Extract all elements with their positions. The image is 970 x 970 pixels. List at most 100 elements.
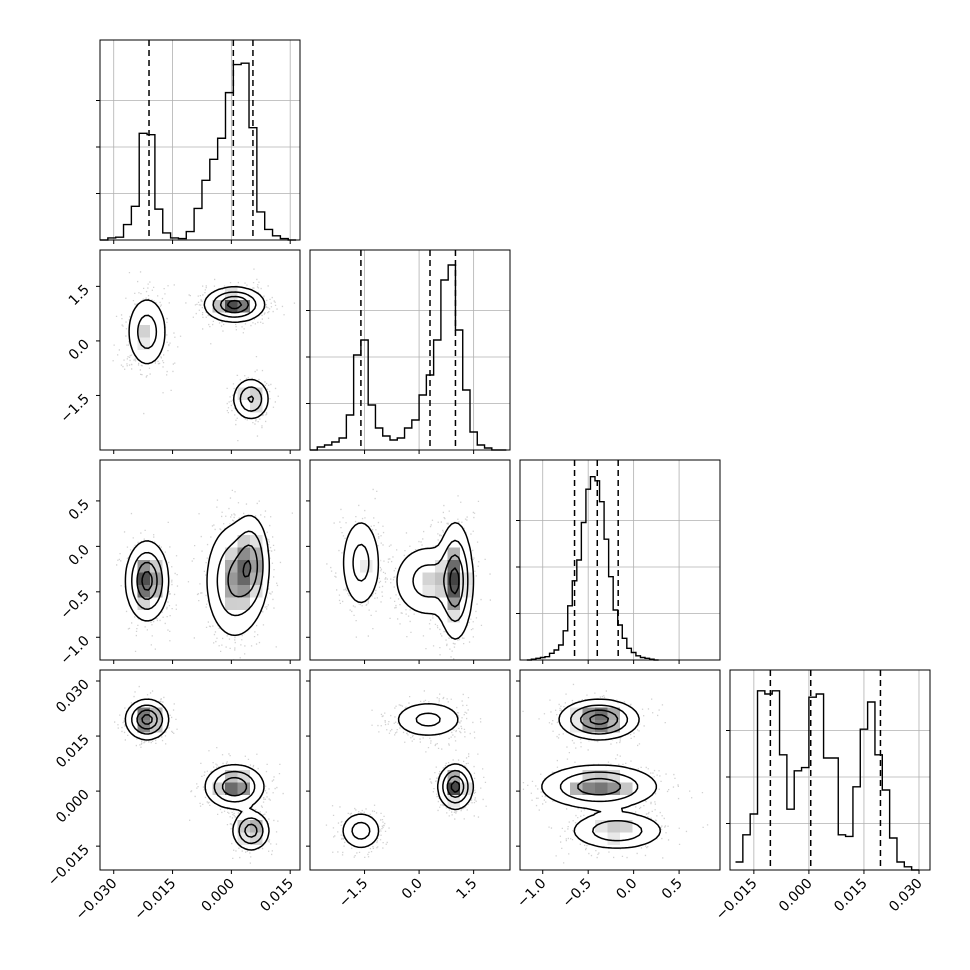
density-cell <box>435 572 448 585</box>
x-tick-label: −1.5 <box>336 876 371 911</box>
density-cell <box>225 547 238 560</box>
y-tick-label: 1.5 <box>66 282 93 309</box>
contour-level-0 <box>128 285 269 420</box>
density-cell <box>237 535 250 548</box>
y-tick-label: 0.0 <box>66 542 93 569</box>
panel-frame <box>99 669 301 871</box>
joint-content <box>116 489 293 660</box>
hist-panel-3 <box>726 669 931 874</box>
density-cell <box>137 325 150 338</box>
x-tick-label: 0.5 <box>659 876 686 903</box>
histogram-2 <box>526 475 659 661</box>
hist-bg <box>100 40 300 240</box>
x-tick-label: 0.0 <box>613 876 640 903</box>
joint-content <box>522 683 709 864</box>
y-tick-label: 0.030 <box>53 677 93 717</box>
contour-level-1 <box>131 530 264 617</box>
contour-level-1 <box>136 291 263 412</box>
joint-panel-1-0 <box>96 249 301 454</box>
x-tick-label: 1.5 <box>453 876 480 903</box>
density-cell <box>237 597 250 610</box>
x-tick-label: −0.015 <box>713 876 761 924</box>
density-cell <box>150 720 163 733</box>
density-cell <box>570 707 583 720</box>
density-cell <box>607 832 620 845</box>
density-cell <box>250 560 263 573</box>
contour-level-3 <box>589 714 610 725</box>
x-tick-label: 0.000 <box>776 876 816 916</box>
density-cell <box>570 782 583 795</box>
contour-level-1 <box>351 712 469 840</box>
density-cell <box>137 572 150 585</box>
contour-level-2 <box>443 554 464 608</box>
panel-frame <box>519 669 721 871</box>
density-cell <box>460 572 473 585</box>
contour-level-2 <box>446 775 465 798</box>
density-cell <box>360 560 373 573</box>
x-tick-label: −0.030 <box>73 876 121 924</box>
joint-bg <box>310 670 510 870</box>
x-tick-label: 0.000 <box>199 876 239 916</box>
joint-content <box>326 488 491 660</box>
contour-level-0 <box>541 698 662 849</box>
y-tick-label: −0.5 <box>57 587 92 622</box>
density-cell <box>582 782 595 795</box>
panel-frame <box>99 249 301 451</box>
density-cell <box>237 820 250 833</box>
density-cell <box>607 820 620 833</box>
contour-level-0 <box>342 521 475 640</box>
y-tick-label: −1.0 <box>57 633 92 668</box>
x-tick-label: 0.015 <box>831 876 871 916</box>
panel-frame <box>729 669 931 871</box>
contour-level-2 <box>136 544 259 601</box>
density-cell <box>137 337 150 350</box>
panel-frame <box>99 459 301 661</box>
contour-level-1 <box>352 539 469 623</box>
density-cell <box>620 782 633 795</box>
y-tick-label: 0.015 <box>53 732 93 772</box>
hist-bg <box>730 670 930 870</box>
joint-panel-2-1 <box>306 459 511 664</box>
y-tick-label: −1.5 <box>57 391 92 426</box>
histogram-0 <box>100 62 297 241</box>
density-cell <box>422 585 435 598</box>
density-fill <box>343 523 474 641</box>
panel-frame <box>309 459 511 661</box>
panel-frame <box>309 669 511 871</box>
hist-panel-2 <box>516 459 721 664</box>
x-tick-label: −0.5 <box>560 876 595 911</box>
density-cell <box>422 572 435 585</box>
x-tick-label: 0.030 <box>886 876 926 916</box>
contour-level-0 <box>124 698 270 851</box>
contour-level-3 <box>141 714 153 725</box>
x-tick-label: 0.0 <box>399 876 426 903</box>
y-tick-label: 0.5 <box>66 496 93 523</box>
joint-panel-2-0 <box>96 459 301 664</box>
x-tick-label: −1.0 <box>514 876 549 911</box>
contour-level-1 <box>131 704 264 845</box>
contour-level-3 <box>450 780 461 793</box>
density-cell <box>595 782 608 795</box>
density-cell <box>447 597 460 610</box>
density-cell <box>620 820 633 833</box>
density-fill <box>130 286 268 421</box>
contour-level-0 <box>124 514 271 637</box>
contour-level-3 <box>141 559 252 591</box>
joint-content <box>325 690 487 858</box>
contour-level-1 <box>559 704 643 842</box>
y-tick-label: 0.0 <box>66 336 93 363</box>
histogram-1 <box>310 264 507 451</box>
y-tick-label: −0.015 <box>45 842 93 890</box>
panel-frame <box>309 249 511 451</box>
contour-level-2 <box>577 709 621 796</box>
contour-level-3 <box>449 567 460 595</box>
x-tick-label: 0.015 <box>257 876 297 916</box>
hist-bg <box>310 250 510 450</box>
joint-panel-3-0 <box>96 669 301 874</box>
density-cell <box>447 560 460 573</box>
y-tick-label: 0.000 <box>53 787 93 827</box>
density-cell <box>225 782 238 795</box>
joint-content <box>112 268 296 442</box>
contour-level-3 <box>226 299 243 310</box>
